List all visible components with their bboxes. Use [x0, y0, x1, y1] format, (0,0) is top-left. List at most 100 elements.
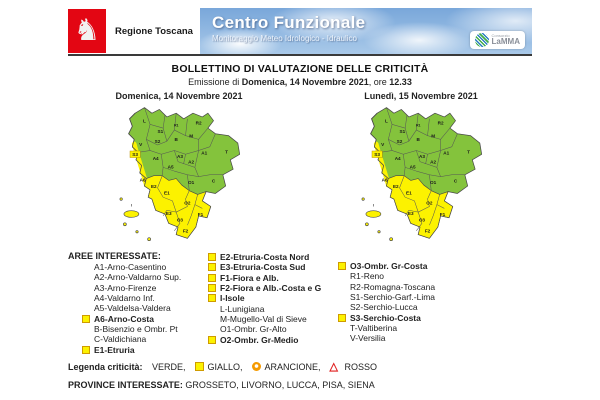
- area-label: A6-Arno-Costa: [94, 313, 154, 324]
- area-item: V-Versilia: [338, 333, 488, 343]
- yellow-criticality-icon: [208, 253, 216, 262]
- legend-label: ARANCIONE,: [264, 361, 321, 372]
- yellow-criticality-icon: [338, 313, 346, 322]
- map-label-day1: Domenica, 14 Novembre 2021: [115, 91, 243, 101]
- yellow-criticality-icon: [208, 273, 216, 282]
- header: ♞ Regione Toscana Centro Funzionale Moni…: [68, 8, 532, 56]
- pegasus-icon: ♞: [73, 14, 101, 47]
- area-item: R2-Romagna-Toscana: [338, 282, 488, 292]
- area-item: R1-Reno: [338, 271, 488, 281]
- area-item-flagged: O2-Ombr. Gr-Medio: [208, 334, 338, 345]
- area-item-flagged: O3-Ombr. Gr-Costa: [338, 261, 488, 271]
- area-item: A5-Valdelsa-Valdera: [82, 303, 208, 313]
- areas-column-1: A1-Arno-Casentino A2-Arno-Valdarno Sup. A3…: [82, 262, 208, 355]
- area-item: L-Lunigiana: [208, 303, 338, 314]
- area-label: E1-Etruria: [94, 344, 135, 355]
- legend-label: ROSSO: [344, 361, 378, 372]
- area-item-flagged: F2-Fiora e Alb.-Costa e G: [208, 283, 338, 293]
- area-label: S3-Serchio-Costa: [350, 312, 421, 323]
- area-item-flagged: F1-Fiora e Alb.: [208, 273, 338, 283]
- region-name: Regione Toscana: [115, 25, 193, 37]
- legend-item-verde: VERDE,: [152, 362, 186, 372]
- area-label: M-Mugello-Val di Sieve: [220, 313, 307, 324]
- provinces-value: GROSSETO, LIVORNO, LUCCA, PISA, SIENA: [185, 379, 375, 390]
- region-logo-area: ♞ Regione Toscana: [68, 8, 200, 54]
- areas-section: AREE INTERESSATE: A1-Arno-Casentino A2-Ar…: [68, 251, 532, 355]
- yellow-criticality-icon: [338, 262, 346, 271]
- area-item: B-Bisenzio e Ombr. Pt: [82, 324, 208, 334]
- lamma-name: LaMMA: [491, 37, 520, 46]
- yellow-criticality-icon: [82, 314, 90, 323]
- area-label: A3-Arno-Firenze: [94, 282, 157, 293]
- areas-title: AREE INTERESSATE:: [68, 251, 161, 261]
- provinces-line: PROVINCE INTERESSATE: GROSSETO, LIVORNO,…: [68, 380, 532, 390]
- area-label: S2-Serchio-Lucca: [350, 302, 418, 313]
- legend-title: Legenda criticità:: [68, 361, 143, 372]
- area-label: A2-Arno-Valdarno Sup.: [94, 272, 182, 283]
- emission-line: Emissione di Domenica, 14 Novembre 2021,…: [68, 77, 532, 87]
- areas-column-2: E2-Etruria-Costa Nord E3-Etruria-Costa Su…: [208, 252, 338, 355]
- legend-label: GIALLO,: [207, 361, 243, 372]
- area-item-flagged: I-Isole: [208, 293, 338, 303]
- area-item-flagged: A6-Arno-Costa: [82, 313, 208, 324]
- criticality-legend: Legenda criticità: VERDE, GIALLO, ARANCION…: [68, 362, 532, 372]
- area-item-flagged: S3-Serchio-Costa: [338, 312, 488, 323]
- area-item: A2-Arno-Valdarno Sup.: [82, 272, 208, 282]
- area-label: L-Lunigiana: [220, 303, 265, 314]
- legend-item-giallo: GIALLO,: [194, 361, 243, 372]
- area-label: T-Valtiberina: [350, 322, 398, 333]
- map-label-day2: Lunedì, 15 Novembre 2021: [364, 91, 478, 101]
- yellow-square-icon: [194, 362, 204, 372]
- areas-column-3: O3-Ombr. Gr-Costa R1-Reno R2-Romagna-Tosca…: [338, 261, 488, 355]
- area-item-flagged: E2-Etruria-Costa Nord: [208, 252, 338, 262]
- area-label: V-Versilia: [350, 333, 386, 344]
- criticality-map-day1: [109, 102, 249, 242]
- area-label: A4-Valdarno Inf.: [94, 293, 155, 304]
- emission-time: 12.33: [389, 77, 412, 87]
- lamma-icon: [474, 33, 489, 47]
- yellow-criticality-icon: [208, 294, 216, 303]
- regione-toscana-logo: ♞: [68, 9, 106, 53]
- yellow-criticality-icon: [208, 263, 216, 272]
- area-label: E3-Etruria-Costa Sud: [220, 262, 306, 273]
- area-label: O3-Ombr. Gr-Costa: [350, 261, 428, 272]
- area-label: I-Isole: [220, 293, 245, 304]
- legend-item-arancione: ARANCIONE,: [251, 361, 321, 372]
- emission-date: Domenica, 14 Novembre 2021: [241, 77, 369, 87]
- yellow-criticality-icon: [208, 284, 216, 293]
- area-item: S2-Serchio-Lucca: [338, 302, 488, 312]
- legend-items: VERDE, GIALLO, ARANCIONE, ROSSO: [152, 362, 386, 372]
- title-block: BOLLETTINO DI VALUTAZIONE DELLE CRITICIT…: [68, 63, 532, 87]
- banner-title: Centro Funzionale: [212, 13, 366, 32]
- legend-label: VERDE,: [152, 361, 186, 372]
- emission-prefix: Emissione di: [188, 77, 242, 87]
- area-item: M-Mugello-Val di Sieve: [208, 314, 338, 324]
- area-label: F2-Fiora e Alb.-Costa e G: [220, 283, 322, 294]
- area-label: R2-Romagna-Toscana: [350, 281, 436, 292]
- area-item-flagged: E3-Etruria-Costa Sud: [208, 262, 338, 272]
- yellow-criticality-icon: [82, 345, 90, 354]
- centro-funzionale-banner: Centro Funzionale Monitoraggio Meteo Idr…: [200, 8, 532, 54]
- area-item: A4-Valdarno Inf.: [82, 293, 208, 303]
- area-item: T-Valtiberina: [338, 323, 488, 333]
- area-label: B-Bisenzio e Ombr. Pt: [94, 323, 178, 334]
- area-label: E2-Etruria-Costa Nord: [220, 252, 310, 263]
- banner-subtitle: Monitoraggio Meteo Idrologico - Idraulic…: [212, 34, 357, 43]
- area-label: A5-Valdelsa-Valdera: [94, 303, 171, 314]
- bulletin-content: ♞ Regione Toscana Centro Funzionale Moni…: [68, 8, 532, 390]
- area-label: O1-Ombr. Gr-Alto: [220, 324, 287, 335]
- area-label: C-Valdichiana: [94, 334, 147, 345]
- lamma-logo: Consorzio LaMMA: [469, 31, 525, 49]
- area-item: A1-Arno-Casentino: [82, 262, 208, 272]
- document-title: BOLLETTINO DI VALUTAZIONE DELLE CRITICIT…: [171, 63, 429, 75]
- legend-item-rosso: ROSSO: [330, 362, 378, 372]
- map-panel-day2: Lunedì, 15 Novembre 2021: [343, 91, 499, 242]
- provinces-label: PROVINCE INTERESSATE:: [68, 379, 183, 390]
- area-label: R1-Reno: [350, 271, 385, 282]
- lamma-small-text: Consorzio: [491, 33, 510, 38]
- map-panel-day1: Domenica, 14 Novembre 2021: [101, 91, 257, 242]
- orange-circle-icon: [251, 362, 261, 372]
- area-item: S1-Serchio-Garf.-Lima: [338, 292, 488, 302]
- area-item: C-Valdichiana: [82, 334, 208, 344]
